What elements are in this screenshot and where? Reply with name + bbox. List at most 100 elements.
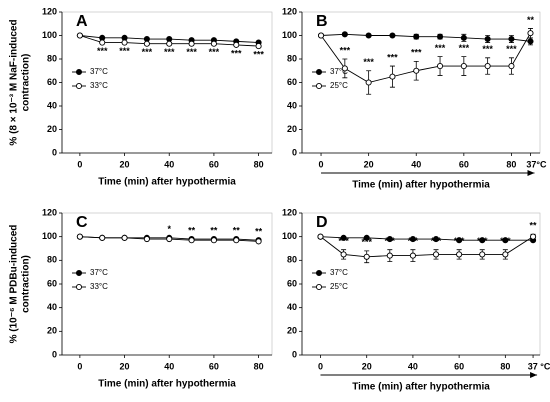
significance: ** bbox=[255, 227, 263, 237]
legend-marker bbox=[75, 82, 83, 90]
y-tick-label: 120 bbox=[282, 6, 297, 16]
data-point bbox=[432, 235, 440, 243]
significance: *** bbox=[253, 49, 264, 59]
significance: ** bbox=[530, 221, 538, 231]
significance: *** bbox=[209, 47, 220, 57]
x-tick-label: 60 bbox=[459, 159, 469, 169]
data-point bbox=[341, 65, 348, 72]
x-tick-label: 80 bbox=[500, 361, 510, 371]
data-point bbox=[530, 233, 537, 240]
data-point bbox=[389, 73, 396, 80]
x-tick-label: 37 °C bbox=[528, 361, 550, 371]
significance: *** bbox=[459, 43, 470, 53]
significance: *** bbox=[435, 43, 446, 53]
data-point bbox=[166, 40, 173, 47]
x-tick-label: 0 bbox=[318, 361, 323, 371]
data-point bbox=[143, 40, 150, 47]
legend-marker bbox=[315, 82, 323, 90]
y-tick-label: 20 bbox=[47, 124, 57, 134]
y-axis-label: contraction) bbox=[21, 255, 32, 313]
series-line bbox=[320, 236, 534, 241]
significance: *** bbox=[506, 44, 517, 54]
legend-marker bbox=[315, 269, 323, 277]
data-point bbox=[502, 237, 509, 244]
legend-marker bbox=[75, 269, 83, 277]
panel-label: D bbox=[316, 214, 328, 231]
data-point bbox=[479, 251, 486, 258]
y-tick-label: 100 bbox=[42, 231, 57, 241]
data-point bbox=[386, 252, 393, 259]
y-axis-label: % (8 × 10⁻³ M NaF-induced bbox=[9, 19, 20, 145]
x-axis-label: Time (min) after hypothermia bbox=[352, 180, 490, 191]
panel-label: C bbox=[76, 214, 88, 231]
y-tick-label: 60 bbox=[287, 278, 297, 288]
data-point bbox=[341, 31, 348, 38]
y-tick-label: 80 bbox=[47, 255, 57, 265]
data-point bbox=[436, 63, 444, 70]
series-line bbox=[321, 33, 531, 42]
x-tick-label: 40 bbox=[164, 361, 174, 371]
y-tick-label: 20 bbox=[47, 326, 57, 336]
legend-label: 33°C bbox=[90, 282, 108, 291]
data-point bbox=[508, 63, 515, 70]
x-tick-label: 80 bbox=[254, 159, 264, 169]
y-tick-label: 80 bbox=[287, 53, 297, 63]
y-tick-label: 80 bbox=[47, 53, 57, 63]
panel-label: A bbox=[76, 13, 88, 30]
legend-marker bbox=[315, 283, 323, 291]
y-tick-label: 120 bbox=[42, 207, 57, 217]
data-point bbox=[502, 251, 509, 258]
significance: *** bbox=[164, 47, 175, 57]
data-point bbox=[527, 38, 534, 45]
data-point bbox=[317, 233, 324, 240]
data-point bbox=[527, 30, 534, 37]
x-tick-label: 20 bbox=[362, 361, 372, 371]
data-point bbox=[188, 237, 195, 244]
data-point bbox=[479, 237, 486, 244]
x-tick-label: 80 bbox=[506, 159, 516, 169]
data-point bbox=[233, 237, 240, 244]
significance: *** bbox=[142, 47, 153, 57]
data-point bbox=[363, 234, 370, 241]
x-tick-label: 0 bbox=[319, 159, 324, 169]
significance: *** bbox=[385, 236, 396, 246]
y-tick-label: 40 bbox=[287, 100, 297, 110]
significance: *** bbox=[408, 236, 419, 246]
significance: *** bbox=[482, 44, 493, 54]
legend-label: 25°C bbox=[330, 81, 348, 90]
y-tick-label: 120 bbox=[42, 6, 57, 16]
data-point bbox=[413, 33, 420, 40]
data-point bbox=[210, 237, 217, 244]
y-tick-label: 60 bbox=[287, 77, 297, 87]
data-point bbox=[436, 33, 444, 40]
series-line bbox=[320, 32, 531, 83]
data-point bbox=[99, 234, 106, 241]
data-point bbox=[340, 234, 347, 241]
x-axis-label: Time (min) after hypothermia bbox=[98, 379, 236, 390]
significance: *** bbox=[340, 45, 351, 55]
data-point bbox=[456, 251, 463, 258]
significance: ** bbox=[210, 225, 218, 235]
data-point bbox=[317, 32, 325, 39]
significance: *** bbox=[338, 236, 349, 246]
x-tick-label: 0 bbox=[77, 361, 82, 371]
y-axis-label: % (10⁻⁶ M PDBu-induced bbox=[9, 225, 20, 344]
data-point bbox=[76, 233, 83, 240]
x-tick-label: 37°C bbox=[526, 159, 547, 169]
data-point bbox=[340, 251, 347, 258]
data-point bbox=[121, 39, 128, 46]
data-point bbox=[188, 40, 195, 47]
y-tick-label: 80 bbox=[287, 255, 297, 265]
data-point bbox=[363, 253, 370, 260]
x-tick-label: 40 bbox=[164, 159, 174, 169]
legend-marker bbox=[75, 283, 83, 291]
significance: *** bbox=[363, 57, 374, 67]
x-tick-label: 20 bbox=[364, 159, 374, 169]
significance: * bbox=[167, 224, 171, 234]
significance: *** bbox=[97, 46, 108, 56]
data-point bbox=[409, 252, 416, 259]
x-tick-label: 80 bbox=[254, 361, 264, 371]
y-tick-label: 100 bbox=[282, 231, 297, 241]
y-tick-label: 60 bbox=[47, 77, 57, 87]
